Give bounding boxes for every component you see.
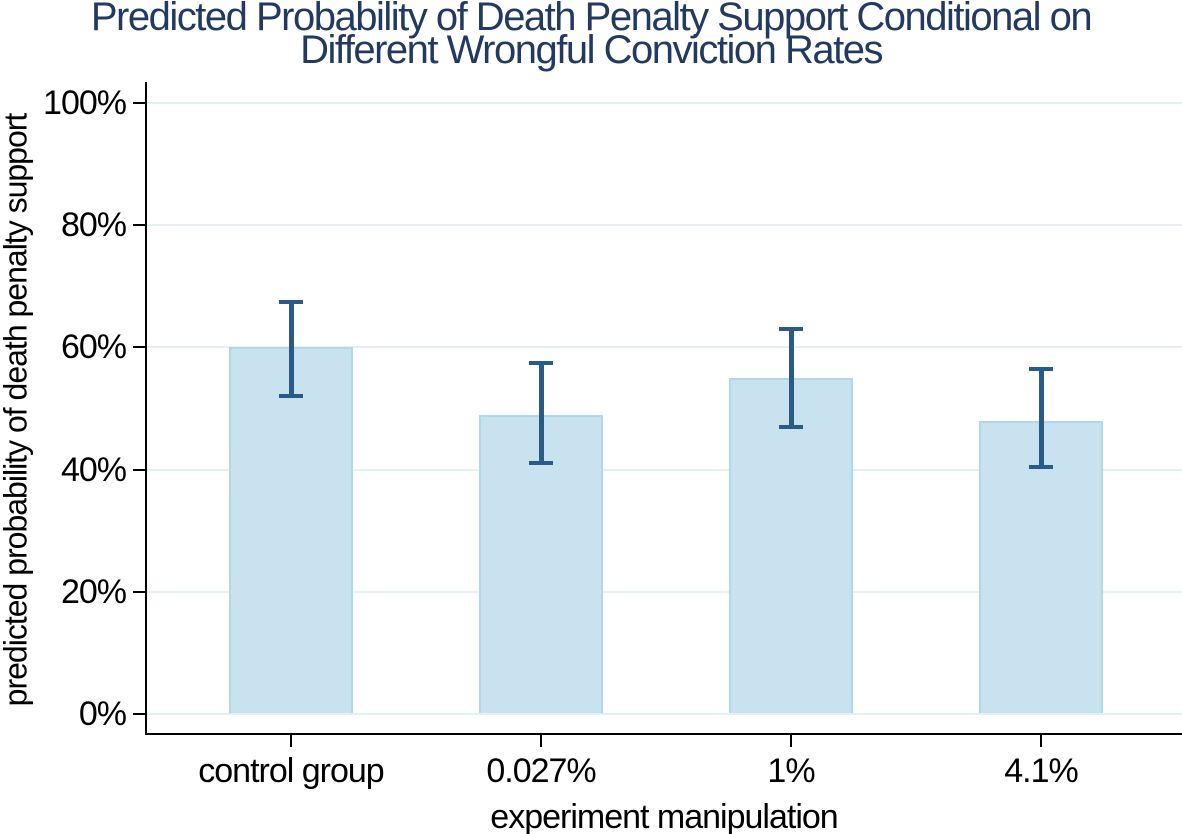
gridline — [147, 590, 1182, 593]
gridline — [147, 468, 1182, 471]
y-tick — [133, 713, 146, 715]
error-bar-stem — [538, 362, 544, 464]
x-axis-line — [145, 733, 1182, 735]
error-bar-stem — [288, 301, 294, 397]
bar — [729, 377, 853, 713]
y-tick-label: 100% — [43, 84, 127, 122]
y-tick-label: 20% — [60, 572, 127, 611]
error-bar-cap-bottom — [1029, 464, 1053, 469]
gridline — [147, 224, 1182, 227]
bar — [229, 347, 353, 713]
x-tick — [790, 734, 792, 747]
y-tick — [133, 224, 146, 227]
error-bar-stem — [1038, 368, 1044, 467]
x-tick — [290, 734, 292, 747]
error-bar-cap-top — [779, 327, 803, 332]
gridline — [147, 102, 1182, 104]
y-tick-label: 80% — [60, 206, 127, 245]
y-tick-label: 0% — [78, 695, 127, 733]
y-tick-label: 40% — [60, 450, 127, 489]
x-tick — [540, 734, 542, 747]
x-tick-label: 1% — [767, 752, 815, 790]
error-bar-cap-top — [279, 299, 303, 304]
x-tick-label: control group — [198, 752, 384, 790]
y-tick — [133, 468, 146, 471]
chart-title-line-2: Different Wrongful Conviction Rates — [300, 28, 883, 72]
x-tick-label: 4.1% — [1004, 752, 1078, 790]
error-bar-cap-top — [529, 360, 553, 365]
y-tick-label: 60% — [60, 328, 127, 367]
y-tick — [133, 102, 146, 104]
error-bar-cap-bottom — [779, 424, 803, 429]
x-tick — [1040, 734, 1042, 747]
chart-title-line-1: Predicted Probability of Death Penalty S… — [90, 0, 1093, 39]
error-bar-cap-top — [1029, 366, 1053, 371]
y-tick — [133, 590, 146, 593]
chart-title: Predicted Probability of Death Penalty S… — [0, 0, 1182, 72]
y-axis-line — [145, 82, 147, 735]
x-axis-title: experiment manipulation — [490, 798, 838, 834]
gridline — [147, 713, 1182, 715]
gridline — [147, 346, 1182, 349]
x-tick-label: 0.027% — [486, 752, 596, 790]
y-tick — [133, 346, 146, 349]
y-axis-title: predicted probability of death penalty s… — [0, 113, 34, 707]
error-bar-stem — [788, 329, 794, 427]
error-bar-cap-bottom — [279, 394, 303, 399]
error-bar-cap-bottom — [529, 461, 553, 466]
